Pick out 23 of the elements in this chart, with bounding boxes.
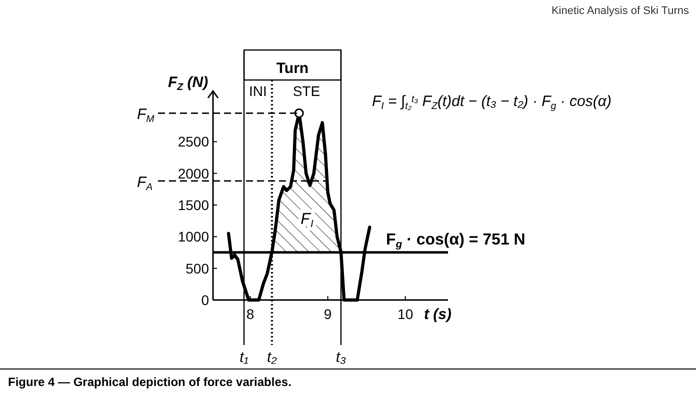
y-tick-label: 0 <box>201 292 210 308</box>
x-tick-label: 8 <box>246 306 254 322</box>
x-tick-label: 9 <box>324 306 332 322</box>
text: F$_{I}$ = ∫$_{t₂}$$^{t₃}$ F$_{Z}$(t)dt − (t₃ − t₂) · F$_{g}$ · cos(α) <box>372 93 612 112</box>
y-tick-label: 1500 <box>178 197 210 213</box>
x-tick-label: 10 <box>398 306 414 322</box>
y-axis-title: F$_{Z}$ (N) <box>168 74 208 92</box>
y-tick-label: 2000 <box>178 165 210 182</box>
text: Turn <box>276 60 309 77</box>
ref-line-label: t₂ <box>267 349 278 366</box>
ref-line-label: t₁ <box>240 349 249 366</box>
ref-line-label: F$_{g}$ · cos(α) = 751 N <box>386 231 526 250</box>
y-tick-label: 2500 <box>178 134 210 150</box>
text: Kinetic Analysis of Ski Turns <box>551 5 690 17</box>
annotation: STE <box>292 83 320 99</box>
ref-line-label: F$_{A}$ <box>137 174 153 192</box>
y-tick-label: 500 <box>186 260 210 276</box>
ref-line-label: F$_{M}$ <box>137 106 156 125</box>
y-tick-label: 1000 <box>178 228 210 245</box>
x-axis-title: t (s) <box>424 306 452 323</box>
caption: Figure 4 — Graphical depiction of force variables. <box>8 375 292 389</box>
ref-line-label: t₃ <box>336 349 346 366</box>
annotation: INI <box>249 83 267 99</box>
